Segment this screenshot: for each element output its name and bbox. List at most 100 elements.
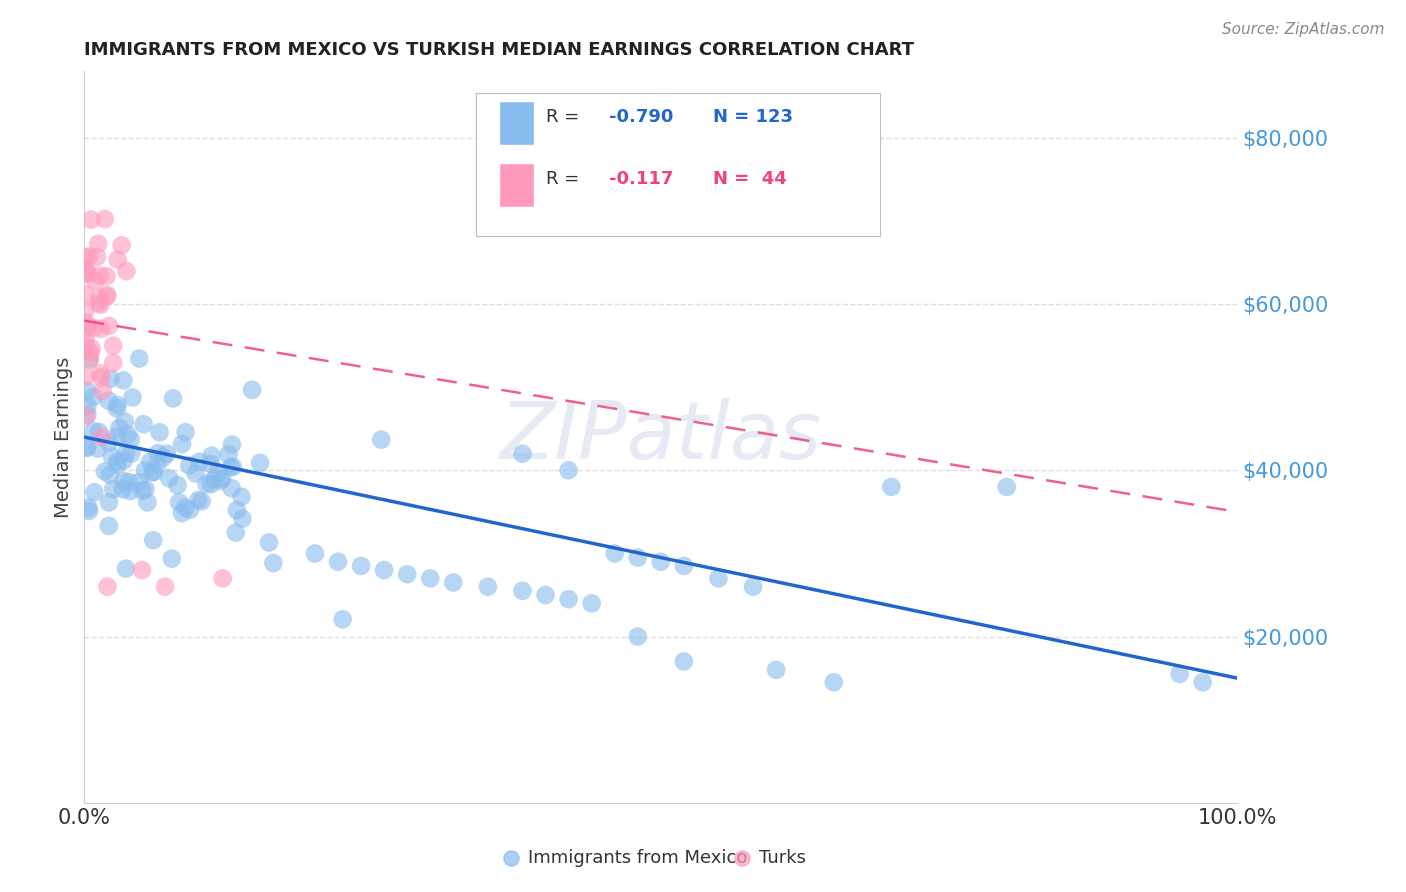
Point — [148, 425, 170, 440]
Y-axis label: Median Earnings: Median Earnings — [55, 357, 73, 517]
Text: -0.117: -0.117 — [609, 170, 673, 188]
Point — [131, 563, 153, 577]
Point — [995, 480, 1018, 494]
Point — [87, 296, 110, 310]
Point — [742, 580, 765, 594]
Point — [370, 433, 392, 447]
Point — [172, 437, 194, 451]
Point — [79, 351, 101, 366]
Point — [107, 398, 129, 412]
Point — [730, 796, 752, 810]
Point — [89, 298, 111, 312]
Point — [111, 238, 134, 252]
Point — [187, 493, 209, 508]
Point — [94, 465, 117, 479]
Point — [209, 474, 232, 488]
Text: N =  44: N = 44 — [713, 170, 786, 188]
Point — [107, 458, 129, 472]
Point — [114, 414, 136, 428]
Point — [221, 437, 243, 451]
Point — [211, 471, 233, 485]
Point — [75, 338, 97, 352]
Point — [218, 448, 240, 462]
Point — [89, 291, 111, 305]
Point — [80, 212, 103, 227]
Point — [87, 425, 110, 439]
Point — [167, 495, 190, 509]
Point — [880, 480, 903, 494]
Point — [179, 458, 201, 473]
Text: N = 123: N = 123 — [713, 108, 793, 126]
Point — [672, 558, 695, 573]
Point — [179, 502, 201, 516]
Point — [90, 322, 112, 336]
Point — [77, 504, 100, 518]
FancyBboxPatch shape — [499, 163, 534, 207]
Point — [190, 494, 212, 508]
Point — [160, 551, 183, 566]
Point — [76, 399, 98, 413]
Point — [105, 454, 128, 468]
Point — [112, 373, 135, 387]
Point — [332, 612, 354, 626]
Point — [557, 463, 579, 477]
Point — [166, 478, 188, 492]
Point — [89, 268, 111, 283]
Point — [103, 338, 124, 352]
Point — [152, 450, 174, 465]
Point — [86, 442, 108, 456]
Point — [326, 555, 349, 569]
Point — [120, 433, 142, 447]
Point — [76, 441, 98, 455]
Point — [120, 484, 142, 499]
Point — [707, 571, 730, 585]
Point — [157, 471, 180, 485]
Point — [627, 550, 650, 565]
Point — [120, 446, 142, 460]
Point — [98, 318, 121, 333]
Point — [201, 449, 224, 463]
Point — [477, 580, 499, 594]
Point — [142, 533, 165, 548]
Point — [79, 352, 101, 367]
Point — [170, 506, 193, 520]
Point — [76, 266, 98, 280]
Point — [142, 465, 165, 479]
Point — [231, 511, 253, 525]
Point — [202, 473, 225, 487]
Point — [117, 427, 139, 442]
Text: R =: R = — [546, 170, 591, 188]
Point — [142, 465, 165, 479]
Point — [115, 561, 138, 575]
Point — [146, 458, 169, 472]
Point — [82, 424, 104, 438]
Point — [75, 287, 97, 301]
Point — [184, 467, 207, 481]
Point — [156, 447, 179, 461]
Point — [512, 583, 534, 598]
Point — [101, 356, 124, 370]
Point — [75, 303, 97, 318]
Point — [77, 249, 100, 263]
Point — [136, 495, 159, 509]
Point — [222, 459, 245, 474]
Point — [118, 475, 141, 489]
Point — [77, 500, 100, 515]
Point — [83, 321, 105, 335]
Point — [76, 409, 98, 424]
Point — [115, 446, 138, 460]
Point — [100, 372, 122, 386]
Point — [83, 485, 105, 500]
Point — [134, 463, 156, 477]
Point — [211, 571, 233, 585]
Point — [75, 261, 97, 276]
Point — [87, 236, 110, 251]
Point — [153, 580, 176, 594]
Point — [111, 483, 134, 497]
Point — [534, 588, 557, 602]
Point — [108, 421, 131, 435]
Point — [103, 482, 125, 496]
Point — [240, 383, 263, 397]
Point — [75, 251, 97, 265]
Point — [84, 274, 107, 288]
